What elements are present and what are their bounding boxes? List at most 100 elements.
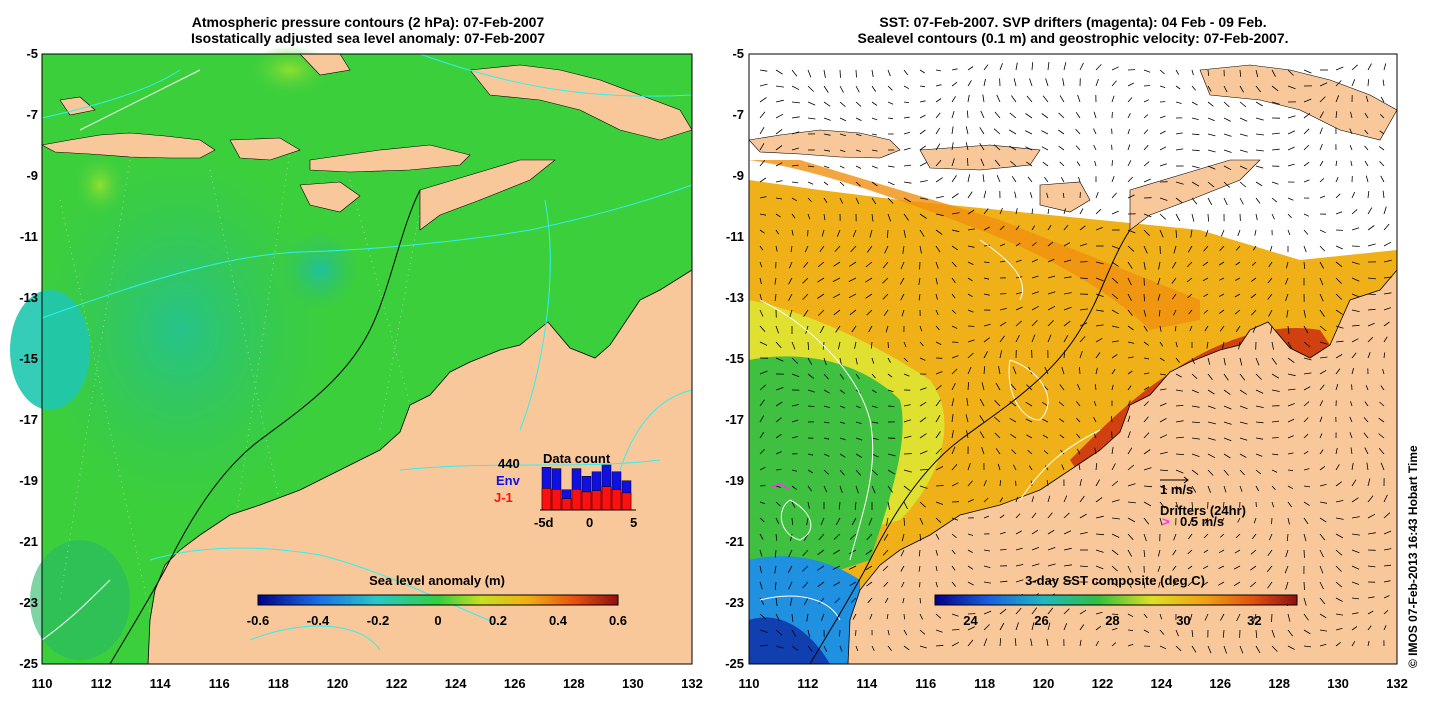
left-y-tick-3: -11	[19, 229, 38, 244]
right-y-tick-3: -11	[725, 229, 744, 244]
right-panel-title: SST: 07-Feb-2007. SVP drifters (magenta)…	[748, 14, 1398, 46]
sla-cbar-tick-3: 0	[434, 613, 441, 628]
sla-cbar-tick-1: -0.4	[307, 613, 330, 628]
left-y-tick-9: -23	[19, 595, 38, 610]
data-count-axis-0: -5d	[534, 515, 554, 530]
sla-cbar-tick-5: 0.4	[549, 613, 568, 628]
sla-cbar-tick-0: -0.6	[247, 613, 269, 628]
right-y-tick-9: -23	[725, 595, 744, 610]
data-count-chart: Data count 440 Env J-1 -5d 0 5	[494, 451, 637, 530]
drifter-symbol: >	[1162, 514, 1170, 529]
left-y-tick-2: -9	[26, 168, 38, 183]
sla-cbar-tick-2: -0.2	[367, 613, 389, 628]
left-x-tick-3: 116	[208, 676, 230, 691]
left-y-tick-5: -15	[19, 351, 38, 366]
left-x-tick-6: 122	[385, 676, 408, 691]
right-x-tick-11: 132	[1386, 676, 1408, 691]
drifters-label: Drifters (24hr)	[1160, 503, 1246, 518]
sst-map[interactable]: 1 m/s Drifters (24hr) > 0.5 m/s 3-day SS…	[720, 0, 1440, 710]
j1-bar	[581, 491, 592, 511]
left-x-tick-9: 128	[562, 676, 585, 691]
env-label: Env	[496, 473, 521, 488]
left-x-tick-5: 120	[326, 676, 349, 691]
sea-level-colorbar: Sea level anomaly (m) -0.6 -0.4 -0.2 0 0.2 0.…	[247, 573, 627, 628]
sst-cbar-tick-1: 26	[1034, 613, 1048, 628]
left-x-tick-7: 124	[444, 676, 467, 691]
sla-cbar-tick-6: 0.6	[609, 613, 627, 628]
left-x-tick-11: 132	[681, 676, 703, 691]
geostrophic-velocity-arrows	[759, 62, 1392, 654]
j1-label: J-1	[494, 490, 513, 505]
left-x-tick-8: 126	[503, 676, 526, 691]
right-y-tick-8: -21	[725, 534, 744, 549]
right-y-tick-0: -5	[732, 46, 744, 61]
right-x-tick-2: 114	[856, 676, 878, 691]
left-y-tick-10: -25	[19, 656, 38, 671]
j1-bar	[611, 489, 622, 511]
left-y-tick-7: -19	[19, 473, 38, 488]
sst-cbar-tick-4: 32	[1247, 613, 1261, 628]
right-x-tick-3: 116	[915, 676, 937, 691]
right-x-tick-1: 112	[797, 676, 819, 691]
right-y-tick-7: -19	[725, 473, 744, 488]
data-count-axis-2: 5	[630, 515, 637, 530]
indonesia-islands-right	[748, 64, 1398, 231]
right-x-tick-10: 130	[1327, 676, 1349, 691]
left-x-tick-10: 130	[622, 676, 644, 691]
velocity-legend: 1 m/s Drifters (24hr) > 0.5 m/s	[1160, 476, 1246, 529]
data-count-axis-1: 0	[586, 515, 593, 530]
right-y-tick-4: -13	[725, 290, 744, 305]
left-y-tick-6: -17	[19, 412, 38, 427]
j1-bar	[571, 489, 582, 511]
drifter-speed-label: 0.5 m/s	[1180, 514, 1224, 529]
j1-bar	[561, 498, 572, 511]
drifter-track	[771, 483, 791, 491]
left-y-tick-4: -13	[19, 290, 38, 305]
right-title-line2: Sealevel contours (0.1 m) and geostrophi…	[857, 30, 1289, 46]
right-x-tick-9: 128	[1268, 676, 1291, 691]
j1-bar	[621, 492, 632, 511]
sea-level-colorbar-title: Sea level anomaly (m)	[369, 573, 505, 588]
right-y-tick-1: -7	[732, 107, 744, 122]
right-y-tick-5: -15	[725, 351, 744, 366]
sst-colorbar: 3-day SST composite (deg C) 24 26 28 30 32	[934, 573, 1298, 628]
sst-cbar-tick-2: 28	[1105, 613, 1119, 628]
left-y-tick-0: -5	[26, 46, 38, 61]
left-title-line2: Isostatically adjusted sea level anomaly…	[190, 30, 546, 46]
sst-colorbar-title: 3-day SST composite (deg C)	[1025, 573, 1205, 588]
right-y-tick-10: -25	[725, 656, 744, 671]
shelf-contour	[109, 189, 421, 665]
sea-level-contours	[759, 239, 1101, 621]
right-y-tick-6: -17	[725, 412, 744, 427]
left-y-tick-8: -21	[19, 534, 38, 549]
left-x-tick-2: 114	[149, 676, 171, 691]
left-panel-title: Atmospheric pressure contours (2 hPa): 0…	[40, 14, 696, 46]
indonesia-islands	[41, 53, 693, 231]
data-count-max: 440	[498, 456, 520, 471]
sst-cbar-tick-0: 24	[963, 613, 978, 628]
j1-bar	[601, 486, 612, 511]
australia-land	[147, 269, 693, 665]
j1-bar	[541, 488, 552, 511]
right-y-tick-2: -9	[732, 168, 744, 183]
right-title-line1: SST: 07-Feb-2007. SVP drifters (magenta)…	[879, 14, 1267, 30]
j1-bar	[551, 489, 562, 511]
imos-credit: © IMOS 07-Feb-2013 16:43 Hobart Time	[1406, 445, 1420, 668]
left-y-tick-1: -7	[26, 107, 38, 122]
sla-cbar-tick-4: 0.2	[489, 613, 507, 628]
right-x-tick-0: 110	[738, 676, 760, 691]
sst-cbar-tick-3: 30	[1176, 613, 1190, 628]
data-count-title: Data count	[543, 451, 611, 466]
left-x-tick-0: 110	[31, 676, 53, 691]
left-title-line1: Atmospheric pressure contours (2 hPa): 0…	[191, 14, 545, 30]
right-x-tick-8: 126	[1209, 676, 1232, 691]
left-x-tick-1: 112	[90, 676, 112, 691]
right-x-tick-6: 122	[1091, 676, 1114, 691]
white-contours	[41, 69, 201, 641]
right-x-tick-7: 124	[1150, 676, 1173, 691]
left-x-tick-4: 118	[267, 676, 289, 691]
sea-level-anomaly-map[interactable]: Data count 440 Env J-1 -5d 0 5 Sea level…	[0, 0, 720, 710]
australia-land-right	[847, 268, 1398, 665]
right-x-tick-4: 118	[974, 676, 996, 691]
velocity-scale-label: 1 m/s	[1160, 482, 1193, 497]
